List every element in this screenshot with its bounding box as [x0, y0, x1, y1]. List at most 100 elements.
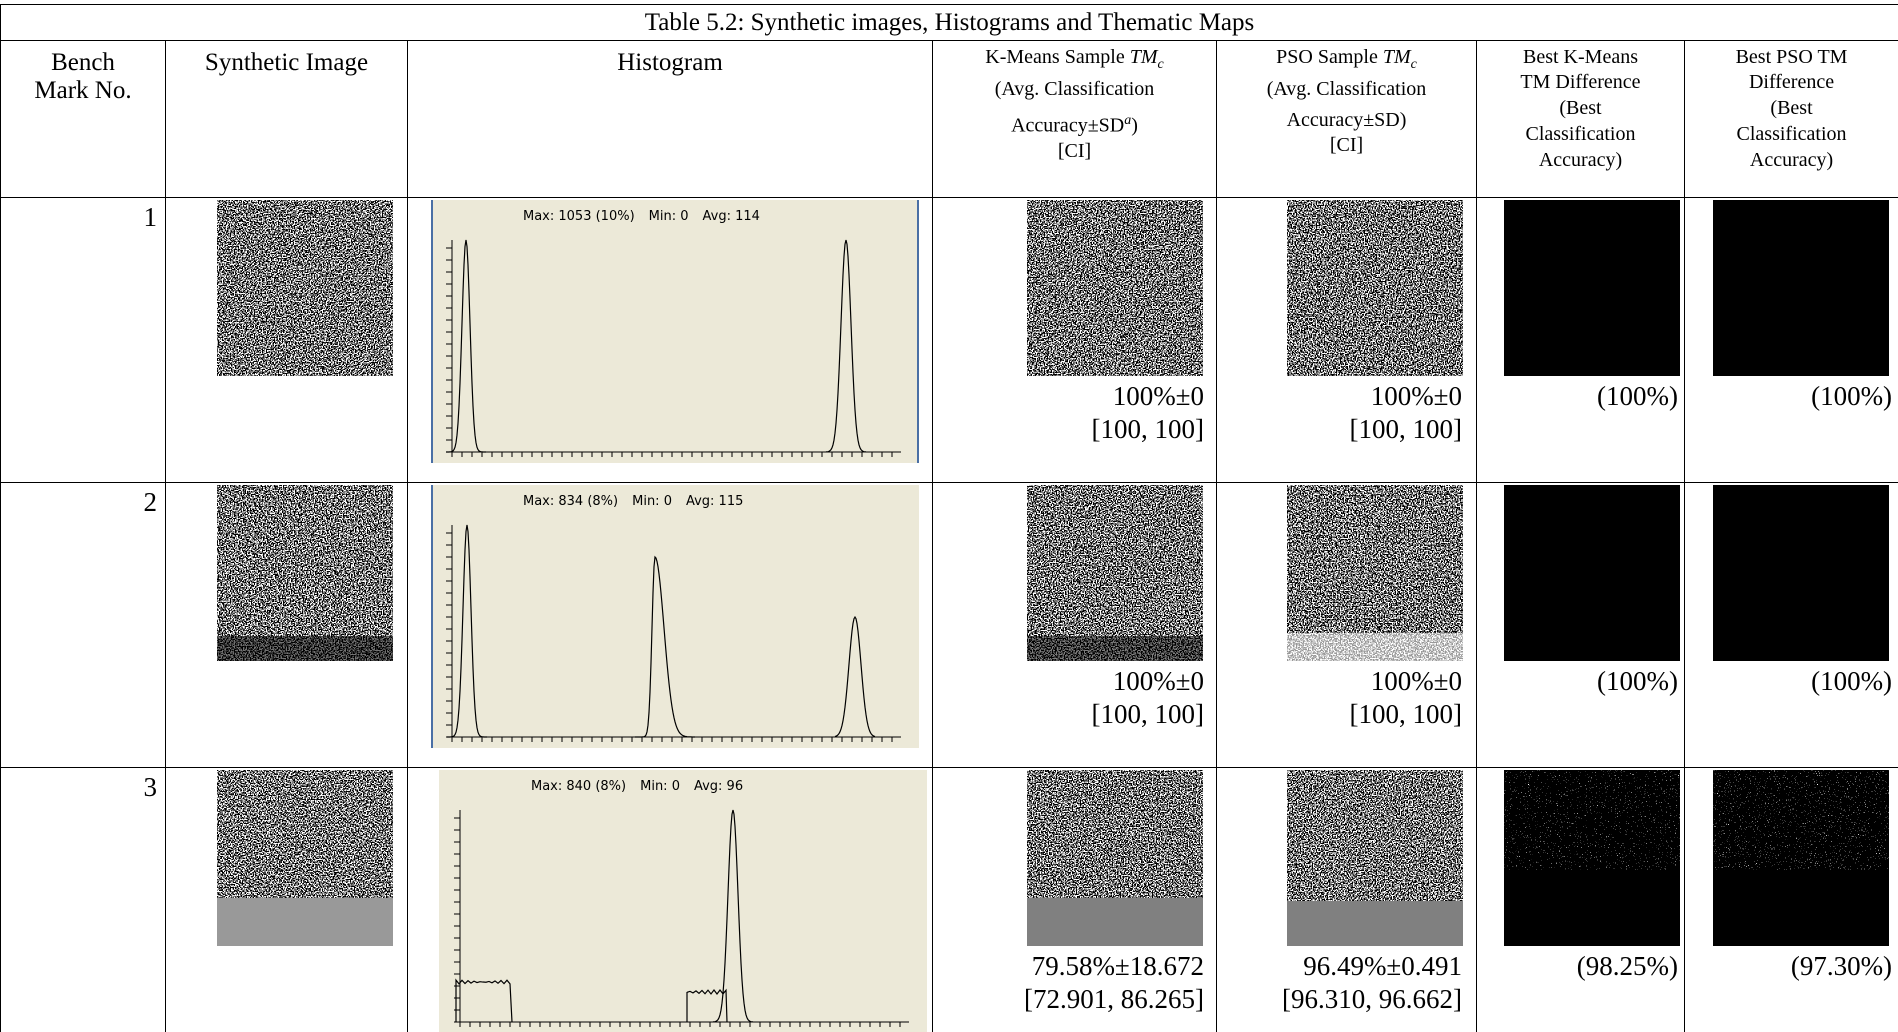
- histogram-curve: [825, 239, 867, 453]
- header-bench: Bench Mark No.: [0, 40, 166, 198]
- kmeans-values: 79.58%±18.672 [72.901, 86.265]: [1024, 950, 1204, 1016]
- accuracy: 100%±0: [1370, 381, 1462, 411]
- map-noise: [1287, 485, 1463, 661]
- header-line: Best PSO TM: [1735, 46, 1848, 68]
- map-band: [217, 898, 393, 946]
- thematic-map: [1027, 770, 1203, 946]
- synthetic-cell: [165, 197, 408, 483]
- bench-cell: 3: [0, 767, 166, 1032]
- map-band: [1287, 901, 1463, 946]
- stat-avg: Avg: 114: [703, 209, 760, 224]
- map-dots: [1504, 770, 1680, 870]
- kmeans-cell: 79.58%±18.672 [72.901, 86.265]: [932, 767, 1217, 1032]
- stat-avg: Avg: 96: [694, 779, 743, 794]
- header-synthetic: Synthetic Image: [165, 40, 408, 198]
- header-line: Bench: [51, 49, 115, 76]
- confidence-interval: [100, 100]: [1091, 699, 1204, 729]
- pso-values: 96.49%±0.491 [96.310, 96.662]: [1282, 950, 1462, 1016]
- table-body: 1 Max: 1053 (10%) Min: 0 Avg: 114 100%±0 [100…: [0, 197, 1898, 1032]
- map-band: [1287, 633, 1463, 661]
- map-noise: [217, 200, 393, 376]
- header-line: (Best: [1559, 97, 1602, 119]
- table-row: 1 Max: 1053 (10%) Min: 0 Avg: 114 100%±0 [100…: [0, 197, 1898, 483]
- histogram-bg: [431, 200, 919, 463]
- thematic-map: [1027, 200, 1203, 376]
- histogram-cell: Max: 840 (8%) Min: 0 Avg: 96: [407, 767, 933, 1032]
- results-table: Table 5.2: Synthetic images, Histograms …: [0, 4, 1898, 1032]
- histogram-curve: [686, 988, 728, 1023]
- histogram-curve: [834, 615, 876, 738]
- best-accuracy: (97.30%): [1790, 951, 1893, 981]
- best-kmeans-cell: (98.25%): [1476, 767, 1685, 1032]
- accuracy: 96.49%±0.491: [1303, 951, 1462, 981]
- accuracy: 100%±0: [1112, 381, 1204, 411]
- header-sub: c: [1410, 57, 1417, 72]
- map-dots: [1713, 770, 1889, 870]
- map-noise: [1287, 200, 1463, 376]
- accuracy: 79.58%±18.672: [1031, 951, 1204, 981]
- header-line: Best K-Means: [1523, 46, 1638, 68]
- bench-cell: 2: [0, 482, 166, 768]
- stat-min: Min: 0: [649, 209, 689, 224]
- table-row: 2 Max: 834 (8%) Min: 0 Avg: 115 100%±0 [100, …: [0, 482, 1898, 768]
- bench-cell: 1: [0, 197, 166, 483]
- confidence-interval: [100, 100]: [1349, 699, 1462, 729]
- header-kmeans: K-Means Sample TMc (Avg. Classification …: [932, 40, 1217, 198]
- histogram-stats: Max: 834 (8%) Min: 0 Avg: 115: [523, 494, 743, 509]
- thematic-map: [1713, 200, 1889, 376]
- histogram-stats: Max: 1053 (10%) Min: 0 Avg: 114: [523, 209, 760, 224]
- histogram-bg: [439, 770, 927, 1032]
- best-pso-cell: (97.30%): [1683, 767, 1898, 1032]
- thematic-map: [1713, 770, 1889, 946]
- stat-min: Min: 0: [632, 494, 672, 509]
- map-fill: [1504, 485, 1680, 661]
- kmeans-cell: 100%±0 [100, 100]: [932, 482, 1217, 768]
- pso-values: 100%±0 [100, 100]: [1350, 665, 1462, 731]
- thematic-map: [217, 200, 393, 376]
- header-best-pso: Best PSO TM Difference (Best Classification…: [1683, 40, 1898, 198]
- best-accuracy: (100%): [1811, 381, 1893, 411]
- histogram-bg: [431, 485, 919, 748]
- header-pso: PSO Sample TMc (Avg. Classification Accu…: [1216, 40, 1477, 198]
- stat-max: Max: 834 (8%): [523, 494, 618, 509]
- bench-number: 3: [143, 772, 158, 802]
- header-tm: TM: [1129, 46, 1158, 68]
- stat-max: Max: 840 (8%): [531, 779, 626, 794]
- header-line: PSO Sample TMc: [1217, 45, 1476, 77]
- histogram-curve: [446, 239, 486, 453]
- header-line: TM Difference: [1520, 71, 1641, 93]
- map-noise: [1027, 485, 1203, 661]
- accuracy: 100%±0: [1370, 666, 1462, 696]
- map-noise: [1027, 200, 1203, 376]
- map-fill: [1504, 200, 1680, 376]
- best-accuracy: (100%): [1597, 666, 1678, 696]
- page: Table 5.2: Synthetic images, Histograms …: [0, 4, 1898, 1032]
- header-line: Accuracy±SDa): [933, 108, 1216, 139]
- pso-values: 100%±0 [100, 100]: [1350, 380, 1462, 446]
- header-line: Mark No.: [34, 77, 132, 104]
- header-tm: TM: [1382, 46, 1411, 68]
- header-text: Accuracy±SD: [1011, 114, 1125, 137]
- histogram-stats: Max: 840 (8%) Min: 0 Avg: 96: [531, 779, 743, 794]
- header-best-kmeans: Best K-Means TM Difference (Best Classifica…: [1476, 40, 1685, 198]
- header-row: Bench Mark No. Synthetic Image Histogram …: [0, 40, 1898, 198]
- accuracy: 100%±0: [1112, 666, 1204, 696]
- thematic-map: [1504, 770, 1680, 946]
- confidence-interval: [100, 100]: [1349, 414, 1462, 444]
- title-row: Table 5.2: Synthetic images, Histograms …: [0, 4, 1898, 41]
- histogram-curve: [447, 524, 487, 738]
- histogram: Max: 1053 (10%) Min: 0 Avg: 114: [431, 200, 919, 463]
- header-sup: a: [1124, 113, 1132, 128]
- synthetic-cell: [165, 482, 408, 768]
- header-line: K-Means Sample TMc: [933, 45, 1216, 77]
- header-line: (Avg. Classification: [994, 78, 1155, 100]
- confidence-interval: [100, 100]: [1091, 414, 1204, 444]
- best-accuracy: (100%): [1811, 666, 1893, 696]
- header-line: Accuracy): [1749, 149, 1834, 171]
- best-pso-cell: (100%): [1683, 482, 1898, 768]
- table-title: Table 5.2: Synthetic images, Histograms …: [0, 4, 1898, 41]
- kmeans-values: 100%±0 [100, 100]: [1092, 665, 1204, 731]
- header-histogram: Histogram: [407, 40, 933, 198]
- histogram: Max: 834 (8%) Min: 0 Avg: 115: [431, 485, 919, 748]
- map-noise: [217, 485, 393, 661]
